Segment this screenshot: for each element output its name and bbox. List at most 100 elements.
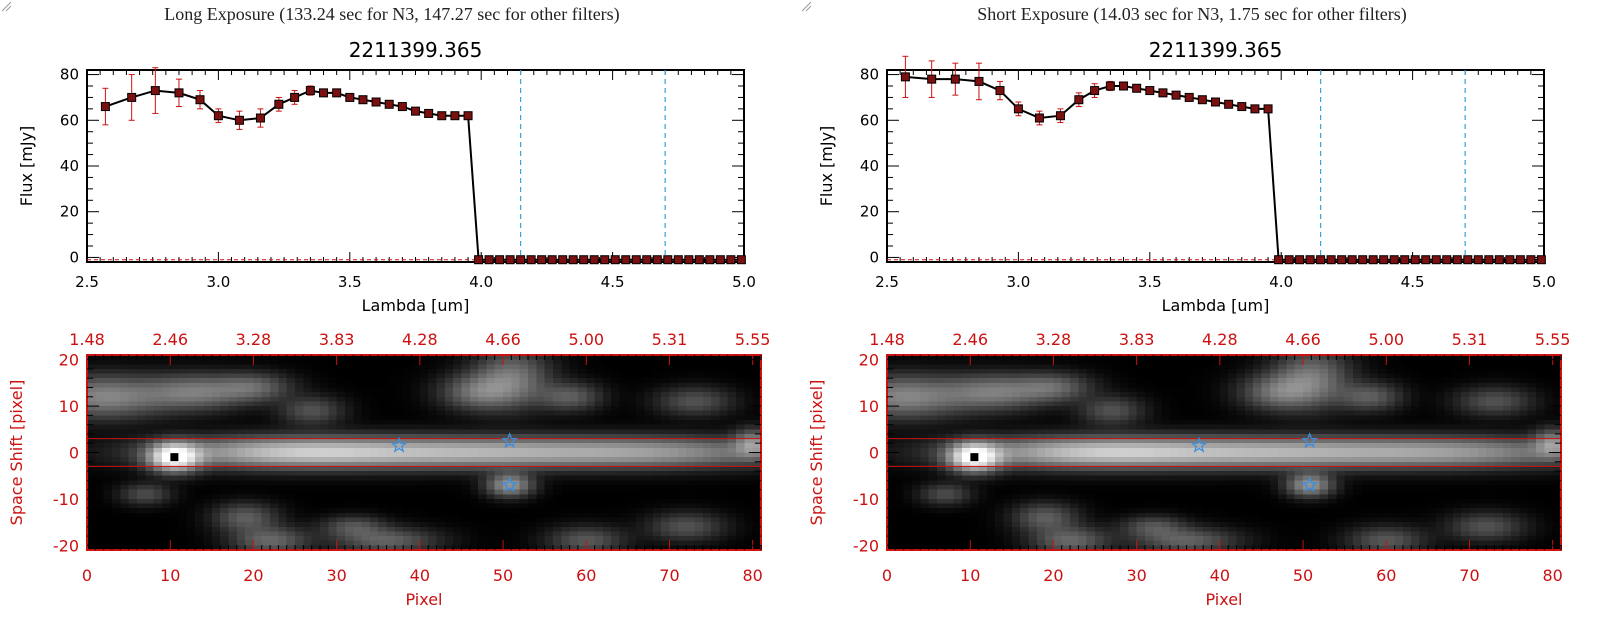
image-pixel <box>369 512 379 519</box>
image-pixel <box>87 508 96 514</box>
image-pixel <box>369 401 379 407</box>
image-pixel <box>911 359 921 365</box>
image-pixel <box>170 517 180 523</box>
image-pixel <box>528 378 537 384</box>
image-pixel <box>577 433 587 440</box>
image-pixel <box>436 475 446 481</box>
image-pixel <box>936 359 946 365</box>
spectrum-point <box>589 255 599 265</box>
spectrum-x-axis-label: Lambda [um] <box>362 296 470 315</box>
image-pixel <box>311 401 321 407</box>
image-pixel <box>544 540 554 546</box>
image-pixel <box>344 466 354 472</box>
image-pixel <box>478 452 488 458</box>
image-pixel <box>486 517 496 523</box>
image-pixel <box>719 387 729 393</box>
image-pixel <box>286 396 296 403</box>
image-pixel <box>636 540 646 546</box>
image-pixel <box>552 443 562 449</box>
image-pixel <box>419 396 429 403</box>
image-pixel <box>444 475 454 481</box>
image-pixel <box>652 480 662 486</box>
image-pixel <box>87 420 96 426</box>
image-pixel <box>403 438 413 444</box>
image-pixel <box>444 368 454 375</box>
image-pixel <box>419 364 429 370</box>
image-pixel <box>586 480 596 486</box>
image-pixel <box>270 392 279 398</box>
image-pixel <box>528 489 537 495</box>
image-pixel <box>386 494 396 500</box>
image-pixel <box>103 410 113 416</box>
image-pixel <box>619 489 629 495</box>
image-pixel <box>469 429 479 435</box>
image-pixel <box>677 540 687 546</box>
image-pixel <box>486 420 496 426</box>
spectrum-point <box>1494 255 1504 265</box>
image-pixel <box>403 461 413 468</box>
image-pixel <box>111 447 121 454</box>
image-pixel <box>411 368 421 375</box>
image-pixel <box>245 429 255 435</box>
image-pixel <box>711 429 720 435</box>
image-pixel <box>511 526 521 533</box>
image-pixel <box>978 396 988 403</box>
spectrum-point <box>1463 255 1473 265</box>
image-pixel <box>378 457 388 463</box>
image-pixel <box>719 503 729 509</box>
image-pixel <box>478 368 488 375</box>
image-pixel <box>519 387 529 393</box>
image-pixel <box>203 452 213 458</box>
image-pixel <box>1411 382 1421 389</box>
image-pixel <box>228 378 238 384</box>
image-pixel <box>1361 373 1371 379</box>
image-pixel <box>344 392 354 398</box>
image-pixel <box>478 424 488 430</box>
image-pixel <box>111 406 121 412</box>
image-pixel <box>552 540 562 546</box>
image-pixel <box>1519 373 1529 379</box>
image-pixel <box>986 368 996 375</box>
resize-grip-icon[interactable] <box>0 0 12 12</box>
image-pixel <box>211 429 221 435</box>
image-pixel <box>128 382 138 389</box>
image-pixel <box>453 508 463 514</box>
image-pixel <box>1444 373 1454 379</box>
image-pixel <box>694 480 704 486</box>
image-pixel <box>594 522 604 528</box>
image-pixel <box>611 401 621 407</box>
image-pixel <box>419 355 429 361</box>
image-pixel <box>478 498 488 505</box>
image-pixel <box>978 387 988 393</box>
image-pixel <box>586 378 596 384</box>
image-pixel <box>519 461 529 468</box>
image-pixel <box>1045 368 1055 375</box>
image-pixel <box>577 461 587 468</box>
image-pixel <box>394 517 404 523</box>
image-pixel <box>1111 359 1121 365</box>
image-pixel <box>928 396 938 403</box>
image-pixel <box>428 489 438 495</box>
image-pixel <box>170 424 180 430</box>
image-pixel <box>87 364 96 370</box>
image-pixel <box>702 531 712 537</box>
image-pixel <box>694 485 704 491</box>
image-pixel <box>311 396 321 403</box>
image-pixel <box>1336 392 1346 398</box>
image-pixel <box>394 406 404 412</box>
image-pixel <box>1244 396 1254 403</box>
image-pixel <box>586 545 596 551</box>
image-pixel <box>170 508 180 514</box>
image-pixel <box>920 396 930 403</box>
image-pixel <box>336 508 346 514</box>
image-pixel <box>519 503 529 509</box>
image-pixel <box>111 387 121 393</box>
image-pixel <box>378 378 388 384</box>
image-pixel <box>1136 355 1146 361</box>
image-pixel <box>428 429 438 435</box>
image-pixel <box>344 373 354 379</box>
image-pixel <box>694 466 704 472</box>
image-pixel <box>220 443 230 449</box>
image-pixel <box>286 359 296 365</box>
image-pixel <box>461 401 471 407</box>
